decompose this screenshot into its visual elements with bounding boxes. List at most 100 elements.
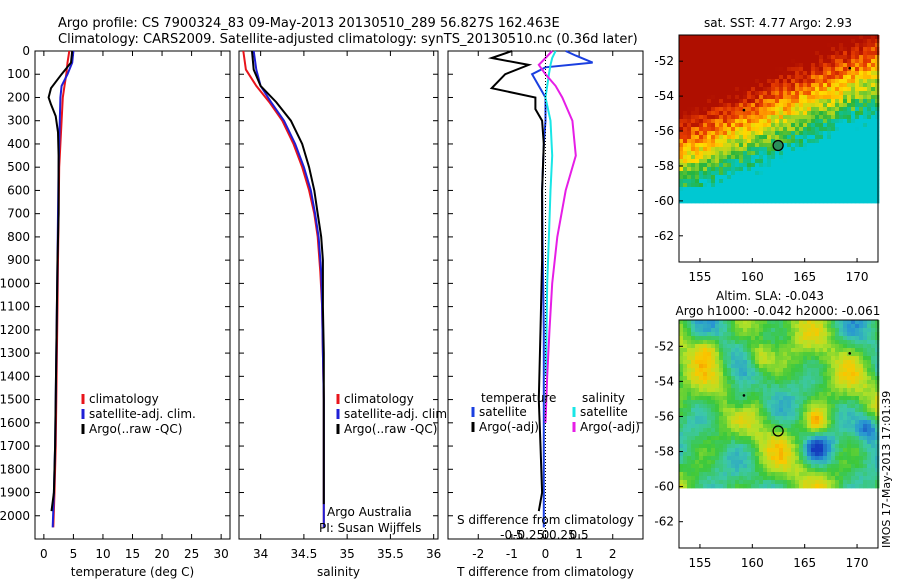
sst_map-cell [807,55,812,60]
sst_map-cell [735,35,740,40]
sst_map-cell [775,119,780,124]
sla_map-cell [791,484,796,489]
sla_map-cell [855,384,860,389]
sst_map-cell [755,175,760,180]
sst_map-cell [739,151,744,156]
sst_map-cell [727,63,732,68]
sla_map-cell [723,472,728,477]
sst_map-cell [751,135,756,140]
sla_map-cell [735,456,740,461]
sst_map-cell [699,131,704,136]
sla_map-cell [823,460,828,465]
sla_map-cell [703,400,708,405]
sla_map-cell [735,324,740,329]
sla_map-cell [851,376,856,381]
sla_map-cell [711,360,716,365]
sla_map-cell [699,444,704,449]
sla_map-cell [731,396,736,401]
sst_map-cell [743,67,748,72]
sla_map-cell [743,320,748,325]
sst_map-cell [807,171,812,176]
sla_map-cell [763,404,768,409]
sla_map-cell [823,332,828,337]
sst_map-cell [763,139,768,144]
sla_map-cell [719,360,724,365]
sst_map-cell [707,103,712,108]
sst_map-cell [683,55,688,60]
sla_map-cell [863,448,868,453]
sst_map-cell [683,99,688,104]
temperature-legend-label: satellite-adj. clim. [89,407,196,421]
sst_map-cell [723,39,728,44]
sst_map-cell [831,59,836,64]
sla_map-cell [711,392,716,397]
sst_map-cell [747,123,752,128]
sst_map-cell [699,103,704,108]
sst_map-cell [715,107,720,112]
sst_map-cell [855,147,860,152]
sst_map-cell [803,79,808,84]
sla_map-cell [831,440,836,445]
sla_map-cell [723,432,728,437]
sst_map-cell [771,79,776,84]
sst_map-cell [843,171,848,176]
sst_map-cell [791,59,796,64]
sla_map-cell [831,360,836,365]
sst_map-cell [863,63,868,68]
sst_map-cell [835,91,840,96]
sst_map-cell [791,147,796,152]
sst_map-cell [827,39,832,44]
sst_map-cell [851,183,856,188]
sla_map-cell [699,424,704,429]
sla_map-cell [831,320,836,325]
salinity-panel: 34 34.5 35 35.5 36salinityclimatologysatelli… [238,50,451,579]
sst_map-cell [859,159,864,164]
sst_map-cell [831,47,836,52]
sla-map-subtitle: Argo h1000: -0.042 h2000: -0.061 [676,304,881,318]
sst_map-cell [691,99,696,104]
sst_map-cell [823,67,828,72]
sla_map-cell [699,344,704,349]
sst_map-cell [707,143,712,148]
sst_map-cell [763,183,768,188]
sla_map-cell [835,416,840,421]
sla_map-cell [751,464,756,469]
sla_map-cell [731,448,736,453]
sla_map-cell [859,392,864,397]
sst_map-cell [751,167,756,172]
sst_map-xtick-label: 170 [846,270,869,284]
sla_map-cell [779,452,784,457]
sla_map-cell [747,320,752,325]
sst_map-cell [703,135,708,140]
sst_map-cell [771,103,776,108]
sla_map-cell [735,412,740,417]
sla_map-cell [851,396,856,401]
sla_map-cell [815,384,820,389]
sst_map-cell [783,179,788,184]
sst_map-cell [715,175,720,180]
sla_map-cell [719,348,724,353]
sla_map-cell [695,432,700,437]
sst_map-cell [707,139,712,144]
sla_map-cell [719,408,724,413]
sla_map-cell [695,372,700,377]
sst_map-cell [871,91,876,96]
sst_map-cell [775,111,780,116]
sst_map-cell [827,175,832,180]
sla_map-cell [831,412,836,417]
sst_map-cell [859,35,864,40]
sst_map-cell [755,131,760,136]
sla_map-cell [799,432,804,437]
sst_map-cell [743,103,748,108]
sla_map-cell [863,444,868,449]
sla_map-cell [863,352,868,357]
sst_map-cell [703,127,708,132]
sla_map-cell [763,340,768,345]
sla_map-cell [795,356,800,361]
sst_map-cell [819,191,824,196]
sla_map-cell [783,352,788,357]
sla_map-cell [827,336,832,341]
sst_map-cell [847,139,852,144]
sla_map-cell [807,340,812,345]
sst_map-cell [767,175,772,180]
